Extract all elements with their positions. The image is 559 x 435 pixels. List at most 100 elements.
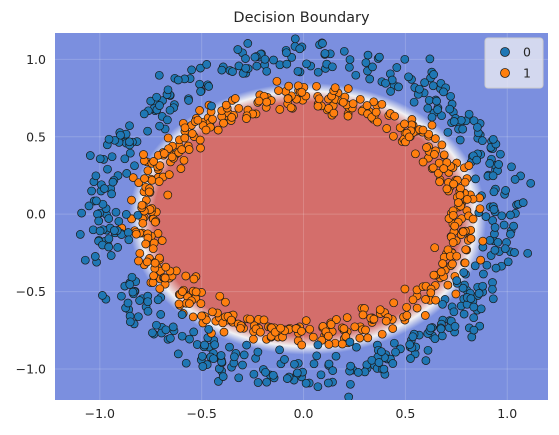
- data-point-class-1: [475, 204, 485, 214]
- data-point-class-0: [428, 81, 438, 91]
- data-point-class-0: [526, 178, 536, 188]
- data-point-class-0: [437, 111, 446, 121]
- data-point-class-0: [421, 356, 431, 365]
- data-point-class-0: [92, 196, 101, 206]
- data-point-class-1: [348, 99, 358, 109]
- data-point-class-1: [437, 140, 447, 150]
- data-point-class-1: [400, 284, 410, 294]
- data-point-class-0: [161, 325, 171, 335]
- data-point-class-1: [460, 177, 470, 187]
- data-point-class-0: [124, 235, 134, 245]
- data-point-class-0: [262, 377, 272, 387]
- data-point-class-0: [249, 369, 259, 379]
- data-point-class-0: [328, 366, 338, 375]
- data-point-class-0: [438, 299, 447, 309]
- data-point-class-0: [374, 358, 384, 367]
- data-point-class-0: [474, 289, 484, 298]
- data-point-class-0: [375, 52, 384, 62]
- data-point-class-0: [282, 374, 292, 383]
- data-point-class-0: [409, 97, 419, 107]
- data-point-class-0: [116, 130, 125, 140]
- data-point-class-1: [181, 271, 191, 281]
- data-point-class-1: [256, 327, 265, 337]
- data-point-class-1: [176, 164, 186, 173]
- data-point-class-0: [122, 169, 132, 178]
- data-point-class-0: [243, 39, 253, 48]
- data-point-class-1: [439, 164, 449, 173]
- data-point-class-0: [429, 70, 438, 79]
- data-point-class-1: [254, 96, 264, 106]
- data-point-class-0: [503, 257, 513, 267]
- data-point-class-0: [499, 220, 509, 230]
- data-point-class-0: [125, 317, 135, 327]
- data-point-class-1: [143, 166, 153, 176]
- data-point-class-1: [452, 251, 462, 261]
- x-axis: −1.0 −0.5 0.0 0.5 1.0: [85, 406, 518, 421]
- data-point-class-0: [100, 184, 109, 193]
- data-point-class-0: [165, 105, 175, 115]
- data-point-class-0: [107, 152, 117, 162]
- data-point-class-1: [355, 94, 365, 104]
- data-point-class-1: [180, 133, 190, 143]
- data-point-class-0: [104, 134, 114, 144]
- data-point-class-1: [219, 118, 228, 128]
- data-point-class-1: [275, 105, 285, 114]
- data-point-class-1: [461, 245, 471, 254]
- data-point-class-1: [464, 161, 474, 170]
- data-point-class-1: [412, 303, 422, 313]
- data-point-class-1: [157, 236, 167, 245]
- legend: 0 1: [484, 37, 544, 89]
- data-point-class-0: [443, 127, 453, 137]
- data-point-class-0: [94, 216, 104, 226]
- data-point-class-1: [371, 107, 381, 117]
- data-point-class-0: [506, 210, 515, 220]
- data-point-class-0: [436, 324, 446, 334]
- data-point-class-0: [323, 378, 333, 388]
- data-point-class-0: [95, 226, 105, 236]
- data-point-class-0: [427, 112, 437, 122]
- data-point-class-1: [134, 256, 143, 266]
- data-point-class-0: [275, 345, 284, 355]
- data-point-class-0: [449, 307, 459, 317]
- legend-label-class-1: 1: [523, 66, 531, 81]
- data-point-class-1: [161, 262, 171, 272]
- data-point-class-0: [469, 313, 479, 323]
- data-point-class-1: [408, 295, 418, 305]
- data-point-class-0: [344, 392, 354, 400]
- data-point-class-1: [358, 310, 368, 320]
- data-point-class-0: [445, 104, 455, 114]
- data-point-class-0: [458, 124, 468, 134]
- data-point-class-0: [488, 284, 497, 294]
- data-point-class-0: [509, 221, 518, 231]
- data-point-class-0: [423, 345, 433, 355]
- data-point-class-1: [369, 97, 379, 107]
- data-point-class-0: [420, 78, 429, 87]
- data-point-class-1: [155, 284, 165, 294]
- data-point-class-1: [381, 316, 391, 326]
- data-point-class-0: [204, 82, 214, 91]
- data-point-class-0: [293, 66, 303, 76]
- x-tick-label: −0.5: [186, 406, 216, 421]
- data-point-class-0: [352, 342, 361, 352]
- data-point-class-0: [104, 234, 114, 244]
- data-point-class-1: [177, 145, 187, 154]
- data-point-class-0: [95, 154, 105, 164]
- data-point-class-1: [297, 326, 306, 336]
- data-point-class-0: [506, 229, 515, 239]
- data-point-class-0: [425, 54, 435, 64]
- data-point-class-0: [345, 337, 355, 347]
- data-point-class-0: [113, 243, 123, 252]
- data-point-class-1: [160, 273, 170, 283]
- data-point-class-0: [77, 208, 86, 218]
- data-point-class-0: [488, 294, 498, 304]
- data-point-class-0: [404, 72, 413, 82]
- data-point-class-0: [518, 198, 528, 207]
- data-point-class-1: [373, 117, 382, 127]
- data-point-class-0: [466, 294, 476, 303]
- data-point-class-1: [230, 94, 240, 103]
- data-point-class-0: [408, 332, 418, 342]
- data-point-class-1: [375, 305, 385, 315]
- data-point-class-0: [459, 309, 469, 319]
- data-point-class-0: [449, 117, 459, 126]
